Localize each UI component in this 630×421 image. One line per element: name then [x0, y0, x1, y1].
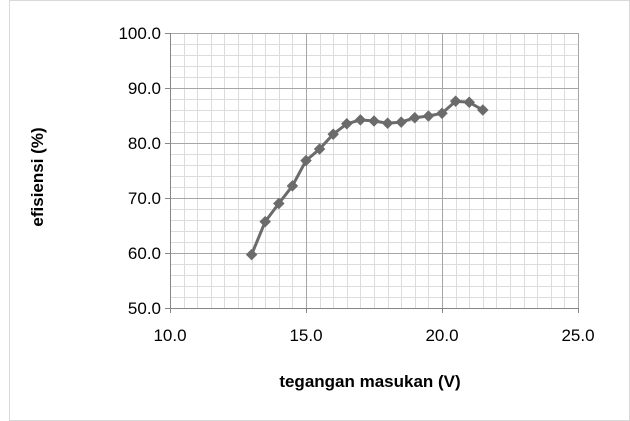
- y-tick-label: 90.0: [128, 79, 161, 98]
- data-point: [449, 95, 462, 108]
- data-point: [272, 197, 285, 210]
- data-point: [476, 104, 489, 116]
- y-axis-title: efisiensi (%): [28, 127, 47, 226]
- x-tick-label: 15.0: [289, 326, 322, 345]
- y-tick-label: 60.0: [128, 244, 161, 263]
- data-point: [286, 180, 299, 192]
- data-point: [436, 107, 448, 120]
- y-tick-label: 70.0: [128, 189, 161, 208]
- data-point: [422, 110, 435, 122]
- chart-area-border: [9, 0, 630, 421]
- data-point: [340, 117, 353, 130]
- series-points-group: [245, 95, 489, 261]
- data-point: [408, 111, 421, 124]
- x-tick-label: 10.0: [153, 326, 186, 345]
- axes: [165, 33, 579, 313]
- y-tick-label: 80.0: [128, 134, 161, 153]
- data-point: [245, 248, 258, 261]
- x-axis-title: tegangan masukan (V): [279, 372, 460, 391]
- data-point: [395, 116, 408, 128]
- data-point: [313, 143, 326, 155]
- y-tick-labels: 50.0 60.0 70.0 80.0 90.0 100.0: [118, 24, 161, 318]
- data-point: [354, 114, 367, 126]
- x-tick-label: 25.0: [561, 326, 594, 345]
- data-point: [368, 115, 380, 127]
- data-point: [300, 154, 312, 167]
- data-point: [259, 215, 272, 228]
- y-tick-label: 50.0: [128, 299, 161, 318]
- data-point: [463, 96, 476, 109]
- x-tick-labels: 10.0 15.0 20.0 25.0: [153, 326, 594, 345]
- x-tick-label: 20.0: [425, 326, 458, 345]
- data-point: [381, 117, 394, 130]
- data-point: [327, 128, 340, 141]
- y-tick-label: 100.0: [118, 24, 161, 43]
